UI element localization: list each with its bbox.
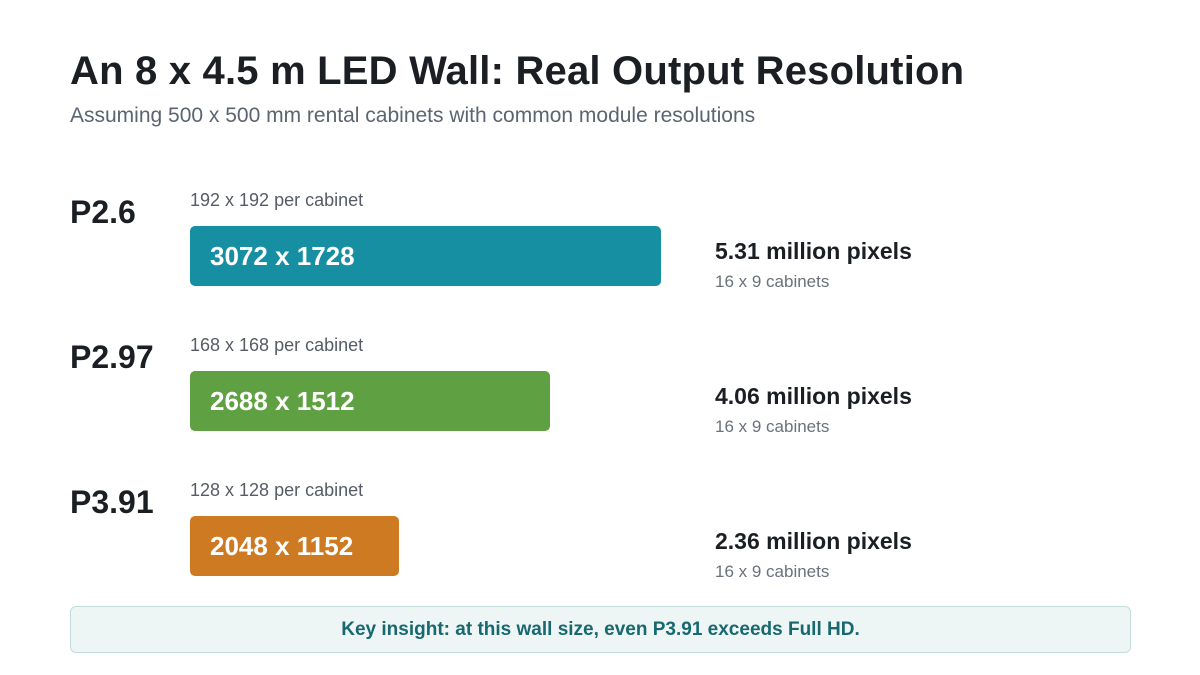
pitch-label: P3.91 [70,484,154,520]
key-insight-banner: Key insight: at this wall size, even P3.… [70,606,1131,653]
pitch-label: P2.6 [70,194,136,230]
resolution-label: 3072 x 1728 [210,241,355,271]
chart-title: An 8 x 4.5 m LED Wall: Real Output Resol… [70,49,965,93]
resolution-bar: 3072 x 1728 [190,226,661,286]
cabinet-count-label: 16 x 9 cabinets [715,272,830,291]
cabinet-count-label: 16 x 9 cabinets [715,417,830,436]
cabinet-count-label: 16 x 9 cabinets [715,562,830,581]
per-cabinet-label: 168 x 168 per cabinet [190,335,364,355]
megapixels-label: 2.36 million pixels [715,528,912,554]
megapixels-label: 4.06 million pixels [715,383,912,409]
megapixels-label: 5.31 million pixels [715,238,912,264]
resolution-label: 2048 x 1152 [210,531,354,561]
resolution-label: 2688 x 1512 [210,386,355,416]
bar-row: P2.6 192 x 192 per cabinet 3072 x 1728 5.31… [0,190,1200,322]
resolution-bar: 2688 x 1512 [190,371,550,431]
bar-row: P3.91 128 x 128 per cabinet 2048 x 1152 2.3… [0,480,1200,612]
per-cabinet-label: 192 x 192 per cabinet [190,190,364,210]
pitch-label: P2.97 [70,339,154,375]
bar-row: P2.97 168 x 168 per cabinet 2688 x 1512 4.0… [0,335,1200,467]
per-cabinet-label: 128 x 128 per cabinet [190,480,364,500]
resolution-bar: 2048 x 1152 [190,516,399,576]
chart-subtitle: Assuming 500 x 500 mm rental cabinets wi… [70,104,756,127]
